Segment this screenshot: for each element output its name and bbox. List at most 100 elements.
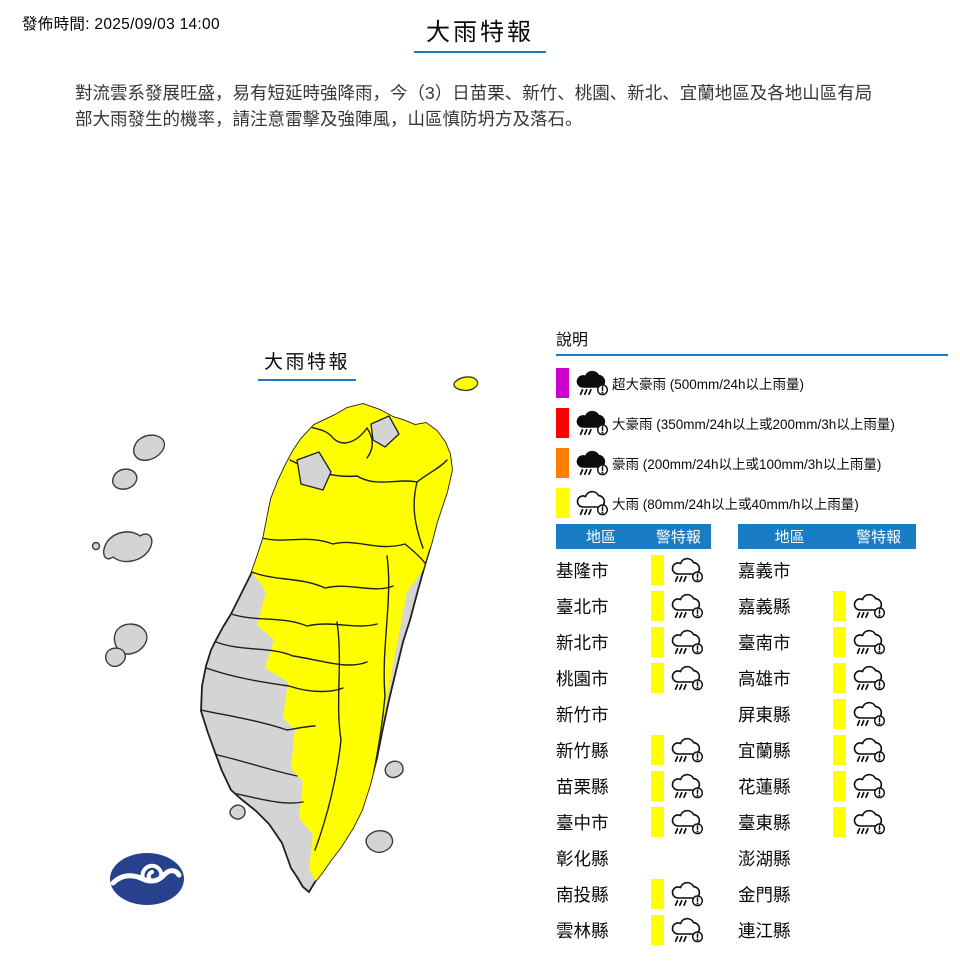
penghu-island-main — [113, 623, 148, 655]
rain-cloud-exclamation-icon — [671, 593, 704, 619]
publish-time: 發佈時間: 2025/09/03 14:00 — [22, 16, 220, 33]
alert-color-swatch — [833, 735, 846, 765]
rain-cloud-exclamation-icon — [671, 809, 704, 835]
table-row-臺北市: 臺北市 — [556, 588, 711, 624]
table-row-嘉義縣: 嘉義縣 — [738, 588, 916, 624]
alert-color-swatch — [833, 627, 846, 657]
rain-cloud-exclamation-icon — [576, 370, 609, 396]
alert-color-swatch — [651, 735, 664, 765]
region-name: 臺東縣 — [738, 812, 791, 833]
rain-cloud-exclamation-icon — [671, 881, 704, 907]
table-row-桃園市: 桃園市 — [556, 660, 711, 696]
orchid-island — [365, 830, 394, 853]
alert-cell — [651, 879, 707, 909]
table-row-臺東縣: 臺東縣 — [738, 804, 916, 840]
alert-icon-cell — [669, 591, 707, 621]
legend-color-swatch — [556, 448, 569, 478]
table-body: 基隆市 臺北市 新北市 桃園市 新竹市 新竹縣 苗栗縣 臺中市 彰化縣 南投縣 雲林縣 — [556, 549, 711, 948]
region-name: 苗栗縣 — [556, 776, 609, 797]
cwb-logo — [110, 853, 184, 905]
region-alert-tables: 地區 警特報 基隆市 臺北市 新北市 桃園市 新竹市 新竹縣 苗栗縣 臺中市 彰化縣 南投縣 雲林縣… — [556, 524, 916, 948]
legend-color-swatch — [556, 488, 569, 518]
alert-color-swatch — [651, 591, 664, 621]
alert-color-swatch — [833, 771, 846, 801]
matsu-island-north — [133, 434, 166, 461]
table-row-新竹縣: 新竹縣 — [556, 732, 711, 768]
legend-heading: 說明 — [556, 326, 948, 356]
legend-color-swatch — [556, 368, 569, 398]
alert-color-swatch — [833, 699, 846, 729]
liuqiu-island — [229, 804, 246, 820]
legend-icon-cell — [574, 488, 612, 518]
table-row-苗栗縣: 苗栗縣 — [556, 768, 711, 804]
rain-cloud-exclamation-icon — [671, 629, 704, 655]
region-name: 新竹縣 — [556, 740, 609, 761]
non-warned-notches — [296, 415, 400, 491]
alert-cell — [651, 807, 707, 837]
rain-cloud-exclamation-icon — [671, 665, 704, 691]
alert-icon-cell — [669, 807, 707, 837]
table-row-新竹市: 新竹市 — [556, 696, 711, 732]
table-header: 地區 警特報 — [738, 524, 916, 549]
alert-color-swatch — [651, 627, 664, 657]
alert-cell — [833, 663, 889, 693]
legend-item-label: 大豪雨 (350mm/24h以上或200mm/3h以上雨量) — [612, 417, 895, 432]
page-title: 大雨特報 — [414, 12, 546, 53]
table-row-臺南市: 臺南市 — [738, 624, 916, 660]
alert-icon-cell — [669, 735, 707, 765]
offshore-islands — [91, 434, 404, 853]
alert-icon-cell — [669, 663, 707, 693]
region-name: 新竹市 — [556, 704, 609, 725]
column-header-region: 地區 — [585, 529, 616, 546]
rain-cloud-exclamation-icon — [853, 773, 886, 799]
alert-icon-cell — [669, 771, 707, 801]
rain-cloud-exclamation-icon — [853, 701, 886, 727]
alert-icon-cell — [669, 915, 707, 945]
map-title: 大雨特報 — [258, 347, 357, 381]
region-name: 屏東縣 — [738, 704, 791, 725]
rain-cloud-exclamation-icon — [853, 629, 886, 655]
alert-icon-cell — [851, 591, 889, 621]
table-row-連江縣: 連江縣 — [738, 912, 916, 948]
rain-cloud-exclamation-icon — [576, 410, 609, 436]
table-row-澎湖縣: 澎湖縣 — [738, 840, 916, 876]
region-name: 嘉義縣 — [738, 596, 791, 617]
region-name: 南投縣 — [556, 884, 609, 905]
rain-cloud-exclamation-icon — [671, 773, 704, 799]
legend-icon-cell — [574, 408, 612, 438]
table-row-金門縣: 金門縣 — [738, 876, 916, 912]
table-row-高雄市: 高雄市 — [738, 660, 916, 696]
legend-item-label: 超大豪雨 (500mm/24h以上雨量) — [612, 377, 805, 392]
penghu-island-small — [104, 647, 126, 668]
alert-color-swatch — [651, 915, 664, 945]
table-header: 地區 警特報 — [556, 524, 711, 549]
table-row-嘉義市: 嘉義市 — [738, 552, 916, 588]
alert-color-swatch — [651, 555, 664, 585]
guishan-islet — [453, 376, 479, 392]
alert-icon-cell — [669, 627, 707, 657]
region-name: 金門縣 — [738, 884, 791, 905]
column-header-region: 地區 — [774, 529, 805, 546]
column-header-alert: 警特報 — [856, 529, 902, 546]
legend-item-label: 豪雨 (200mm/24h以上或100mm/3h以上雨量) — [612, 457, 882, 472]
rain-cloud-exclamation-icon — [671, 557, 704, 583]
alert-cell — [651, 663, 707, 693]
alert-cell — [651, 735, 707, 765]
alert-icon-cell — [851, 807, 889, 837]
legend-icon-cell — [574, 368, 612, 398]
taiwan-map-svg — [91, 376, 479, 905]
table-row-南投縣: 南投縣 — [556, 876, 711, 912]
region-name: 澎湖縣 — [738, 848, 791, 869]
rain-cloud-exclamation-icon — [576, 450, 609, 476]
alert-icon-cell — [669, 555, 707, 585]
rain-cloud-exclamation-icon — [671, 917, 704, 943]
legend-panel: 說明 超大豪雨 (500mm/24h以上雨量) 大豪雨 (350mm/24h以上或… — [556, 326, 948, 523]
alert-color-swatch — [651, 663, 664, 693]
region-name: 花蓮縣 — [738, 776, 791, 797]
green-island — [384, 760, 404, 779]
alert-color-swatch — [651, 771, 664, 801]
table-row-基隆市: 基隆市 — [556, 552, 711, 588]
alert-color-swatch — [833, 663, 846, 693]
alert-cell — [651, 627, 707, 657]
alert-icon-cell — [851, 627, 889, 657]
